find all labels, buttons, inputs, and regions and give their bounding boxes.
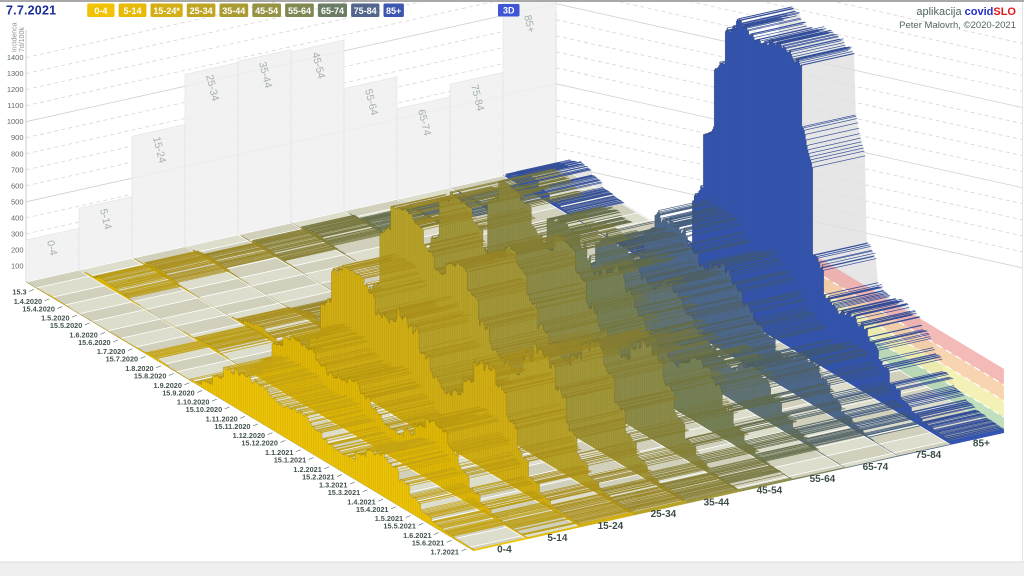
svg-text:1200: 1200: [7, 85, 24, 94]
svg-text:85+: 85+: [386, 6, 401, 16]
svg-text:15.3.2021: 15.3.2021: [328, 488, 360, 497]
svg-text:800: 800: [11, 149, 24, 158]
svg-text:35-44: 35-44: [704, 497, 730, 508]
svg-text:15.4.2020: 15.4.2020: [22, 305, 54, 314]
svg-text:5-14: 5-14: [123, 6, 141, 16]
svg-text:1.11.2020: 1.11.2020: [206, 415, 238, 424]
svg-text:15.11.2020: 15.11.2020: [214, 422, 250, 431]
svg-text:65-74: 65-74: [321, 6, 344, 16]
svg-text:75-84: 75-84: [916, 450, 942, 461]
svg-text:55-64: 55-64: [288, 6, 311, 16]
svg-text:15-24: 15-24: [598, 521, 624, 532]
svg-text:75-84: 75-84: [354, 6, 377, 16]
svg-text:1.5.2020: 1.5.2020: [41, 313, 69, 322]
svg-text:15.9.2020: 15.9.2020: [162, 389, 194, 398]
svg-text:5-14: 5-14: [97, 207, 114, 230]
svg-text:45-54: 45-54: [757, 486, 783, 497]
svg-text:7d/100k: 7d/100k: [19, 27, 26, 52]
svg-text:65-74: 65-74: [863, 462, 889, 473]
svg-text:15-24*: 15-24*: [153, 6, 180, 16]
svg-text:3D: 3D: [503, 6, 515, 16]
svg-text:15.6.2020: 15.6.2020: [78, 338, 110, 347]
svg-text:1100: 1100: [7, 101, 23, 110]
svg-text:1.3.2021: 1.3.2021: [319, 480, 347, 489]
svg-text:0-4: 0-4: [497, 545, 512, 556]
svg-text:1.1.2021: 1.1.2021: [265, 448, 293, 457]
svg-text:1.5.2021: 1.5.2021: [375, 514, 403, 523]
svg-text:1.10.2020: 1.10.2020: [177, 397, 209, 406]
svg-text:Peter Malovrh, ©2020-2021: Peter Malovrh, ©2020-2021: [899, 20, 1016, 31]
svg-text:900: 900: [11, 133, 24, 142]
svg-text:85+: 85+: [521, 14, 537, 34]
svg-text:400: 400: [11, 213, 24, 222]
svg-text:1.2.2021: 1.2.2021: [293, 465, 321, 474]
svg-text:1.12.2020: 1.12.2020: [233, 431, 265, 440]
svg-text:15.6.2021: 15.6.2021: [412, 539, 444, 548]
svg-text:15.5.2021: 15.5.2021: [383, 522, 415, 531]
svg-text:incidenca: incidenca: [12, 22, 19, 52]
svg-text:35-44: 35-44: [222, 6, 245, 16]
svg-text:0-4: 0-4: [94, 6, 107, 16]
svg-text:1.4.2021: 1.4.2021: [347, 497, 375, 506]
svg-text:1000: 1000: [7, 117, 24, 126]
svg-text:1.6.2020: 1.6.2020: [69, 331, 97, 340]
svg-text:15.12.2020: 15.12.2020: [241, 439, 278, 448]
svg-text:7.7.2021: 7.7.2021: [6, 4, 56, 18]
svg-text:55-64: 55-64: [810, 474, 836, 485]
svg-text:15.2.2021: 15.2.2021: [302, 473, 334, 482]
svg-text:85+: 85+: [973, 438, 990, 449]
svg-text:1.4.2020: 1.4.2020: [14, 297, 42, 306]
svg-text:300: 300: [11, 229, 24, 238]
svg-text:600: 600: [11, 181, 24, 190]
svg-text:1400: 1400: [7, 53, 24, 62]
svg-text:500: 500: [11, 197, 24, 206]
svg-text:aplikacija covidSLO: aplikacija covidSLO: [916, 6, 1016, 18]
svg-text:700: 700: [11, 165, 24, 174]
svg-text:25-34: 25-34: [190, 6, 213, 16]
svg-text:1.6.2021: 1.6.2021: [403, 531, 431, 540]
svg-text:25-34: 25-34: [651, 509, 677, 520]
svg-text:1.7.2021: 1.7.2021: [430, 547, 458, 556]
svg-text:1.9.2020: 1.9.2020: [153, 381, 181, 390]
svg-text:100: 100: [11, 262, 24, 271]
svg-text:1.8.2020: 1.8.2020: [125, 364, 153, 373]
svg-text:15.5.2020: 15.5.2020: [50, 321, 82, 330]
svg-text:45-54: 45-54: [255, 6, 278, 16]
svg-text:5-14: 5-14: [547, 533, 567, 544]
svg-text:0-4: 0-4: [44, 239, 59, 257]
svg-text:15.10.2020: 15.10.2020: [186, 405, 223, 414]
svg-text:1.7.2020: 1.7.2020: [97, 347, 125, 356]
svg-text:200: 200: [11, 245, 24, 254]
svg-text:15.3: 15.3: [12, 288, 26, 297]
svg-text:15.1.2021: 15.1.2021: [274, 456, 306, 465]
svg-text:15.7.2020: 15.7.2020: [106, 355, 138, 364]
svg-text:15.4.2021: 15.4.2021: [356, 505, 388, 514]
svg-text:15.8.2020: 15.8.2020: [134, 372, 166, 381]
svg-text:1300: 1300: [7, 69, 24, 78]
